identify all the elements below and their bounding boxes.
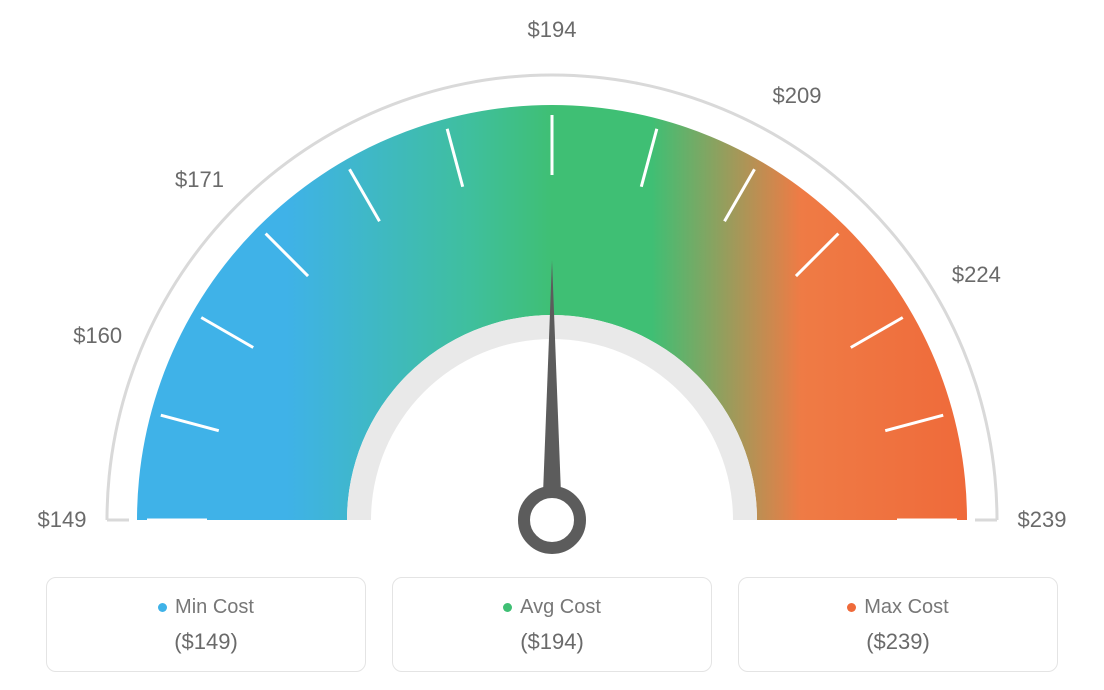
legend-box-avg: Avg Cost ($194) <box>392 577 712 672</box>
legend-box-max: Max Cost ($239) <box>738 577 1058 672</box>
legend-label-text: Avg Cost <box>520 596 601 618</box>
legend-dot <box>158 603 167 612</box>
gauge-hub <box>524 492 580 548</box>
gauge-tick-label: $209 <box>773 83 822 109</box>
legend-label-text: Max Cost <box>864 596 948 618</box>
legend-value: ($239) <box>749 629 1047 655</box>
gauge-svg <box>0 0 1104 580</box>
legend-title: Avg Cost <box>403 596 701 619</box>
legend-value: ($194) <box>403 629 701 655</box>
gauge-tick-label: $194 <box>528 17 577 43</box>
gauge-tick-label: $239 <box>1018 507 1067 533</box>
legend-title: Min Cost <box>57 596 355 619</box>
legend-title: Max Cost <box>749 596 1047 619</box>
legend-dot <box>847 603 856 612</box>
gauge-tick-label: $160 <box>73 323 122 349</box>
gauge-tick-label: $224 <box>952 262 1001 288</box>
gauge-tick-label: $171 <box>175 167 224 193</box>
gauge-tick-label: $149 <box>38 507 87 533</box>
legend-label-text: Min Cost <box>175 596 254 618</box>
cost-gauge-chart: $149 $160 $171 $194 $209 $224 $239 Min Cost ($1… <box>0 0 1104 690</box>
legend-box-min: Min Cost ($149) <box>46 577 366 672</box>
legend-value: ($149) <box>57 629 355 655</box>
legend-dot <box>503 603 512 612</box>
legend: Min Cost ($149) Avg Cost ($194) Max Cost ($23… <box>0 577 1104 672</box>
gauge-area: $149 $160 $171 $194 $209 $224 $239 <box>0 0 1104 580</box>
